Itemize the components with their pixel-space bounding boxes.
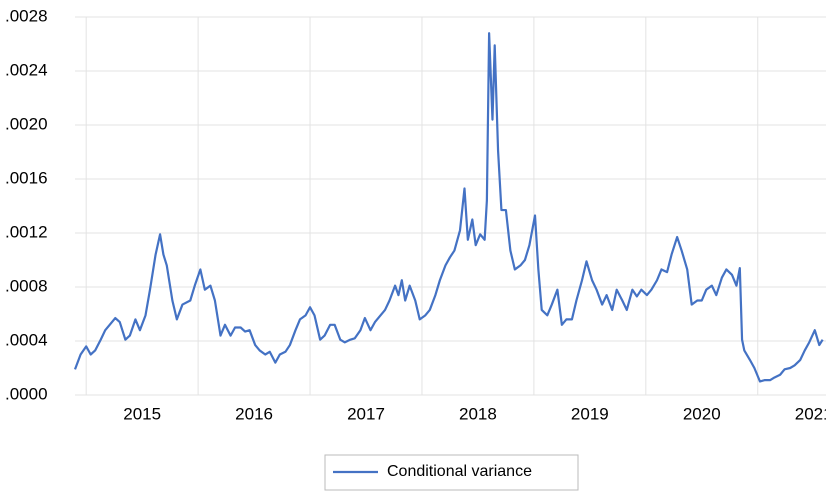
legend-label: Conditional variance [387, 463, 532, 480]
x-tick-label: 2020 [683, 404, 721, 423]
y-tick-label: .0016 [5, 168, 48, 187]
y-tick-label: .0024 [5, 60, 48, 79]
y-tick-label: .0028 [5, 6, 48, 25]
y-tick-label: .0004 [5, 330, 48, 349]
x-tick-label: 2016 [235, 404, 273, 423]
x-tick-label: 2021 [795, 404, 826, 423]
y-tick-label: .0020 [5, 114, 48, 133]
y-tick-label: .0000 [5, 384, 48, 403]
y-tick-label: .0012 [5, 222, 48, 241]
y-tick-label: .0008 [5, 276, 48, 295]
x-tick-label: 2019 [571, 404, 609, 423]
x-tick-label: 2017 [347, 404, 385, 423]
data-line [73, 32, 824, 383]
x-tick-label: 2015 [123, 404, 161, 423]
legend: Conditional variance [324, 454, 579, 491]
x-tick-label: 2018 [459, 404, 497, 423]
